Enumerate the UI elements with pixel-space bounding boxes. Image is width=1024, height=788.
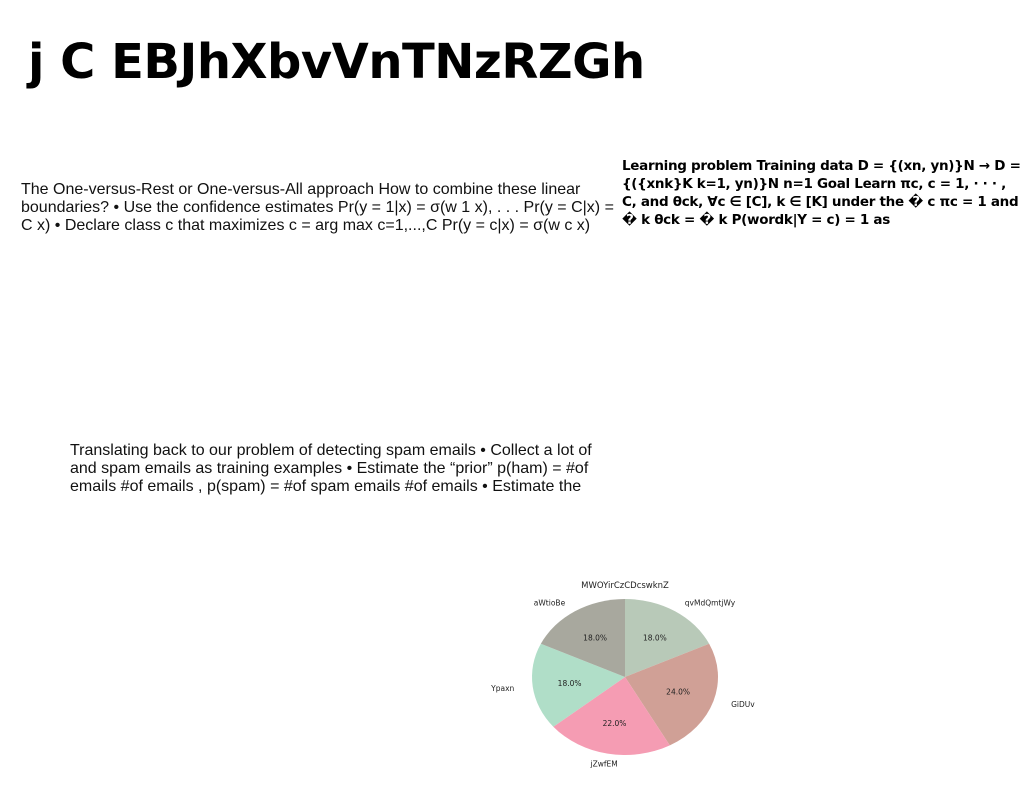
pie-percent-label: 18.0% xyxy=(558,679,582,688)
spam-detection-paragraph: Translating back to our problem of detec… xyxy=(70,442,592,495)
pie-category-label: GiDUv xyxy=(731,700,755,709)
pie-slice-qvMdQmtjWy xyxy=(625,599,710,677)
pie-category-label: jZwfEM xyxy=(589,760,617,769)
one-vs-rest-paragraph: The One-versus-Rest or One-versus-All ap… xyxy=(21,181,614,234)
pie-percent-label: 18.0% xyxy=(583,634,607,643)
pie-slice-Ypaxn xyxy=(531,643,625,727)
pie-percent-label: 22.0% xyxy=(603,719,627,728)
pie-percent-label: 18.0% xyxy=(643,634,667,643)
pie-slice-jZwfEM xyxy=(553,677,670,755)
page-title: j C EBJhXbvVnTNzRZGh xyxy=(28,34,645,90)
pie-chart: MWOYirCzCDcswknZ 18.0% qvMdQmtjWy 24.0% GiD… xyxy=(490,581,755,769)
pie-category-label: Ypaxn xyxy=(490,684,514,693)
pie-slice-GiDUv xyxy=(625,643,718,746)
pie-percent-label: 24.0% xyxy=(666,688,690,697)
pie-slice-aWtioBe xyxy=(540,599,625,677)
learning-problem-paragraph: Learning problem Training data D = {(xn,… xyxy=(622,158,1021,228)
pie-category-label: aWtioBe xyxy=(534,599,566,608)
chart-title: MWOYirCzCDcswknZ xyxy=(581,581,669,591)
pie-category-label: qvMdQmtjWy xyxy=(685,599,736,608)
